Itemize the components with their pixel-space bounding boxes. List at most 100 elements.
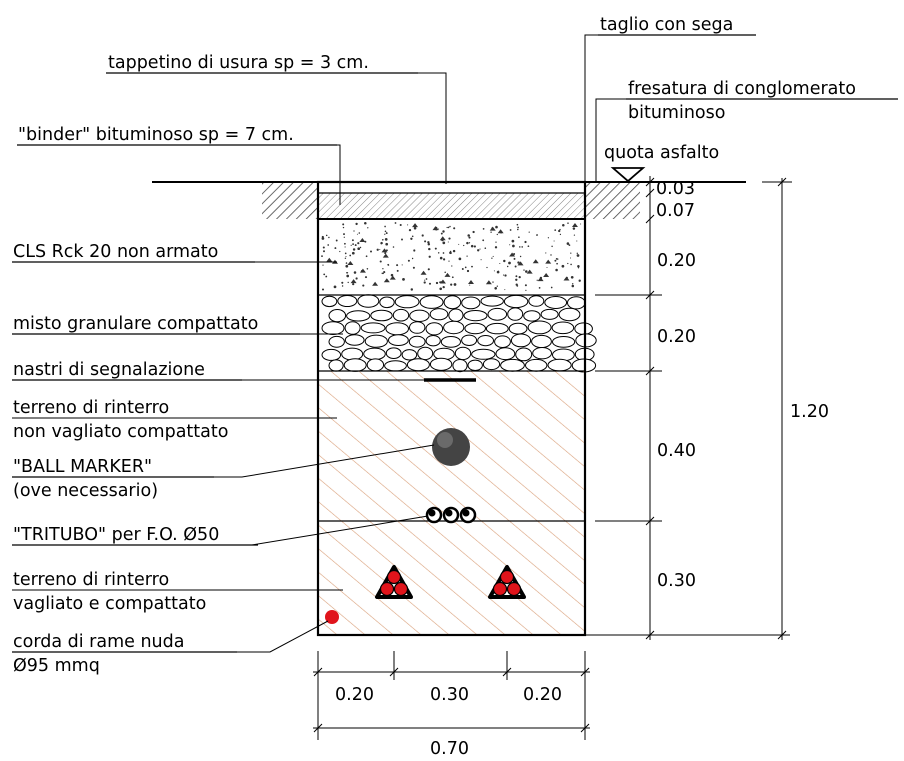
ball-marker-highlight	[437, 432, 453, 448]
cls-dot	[362, 284, 365, 287]
cls-dot	[496, 285, 498, 287]
cls-dot	[511, 239, 515, 243]
dim-1-20: 1.20	[790, 402, 829, 422]
cls-dot	[446, 226, 448, 229]
cable-bundle-left	[375, 565, 413, 599]
cls-dot	[401, 264, 403, 266]
dim-width-0-20-left: 0.20	[335, 685, 374, 705]
cls-aggregate	[350, 279, 357, 284]
cls-aggregate	[485, 280, 492, 285]
cls-dot	[342, 223, 345, 226]
cls-dot	[449, 225, 451, 228]
cobble	[461, 334, 478, 346]
cls-dot	[538, 287, 541, 289]
cls-dot	[468, 242, 471, 244]
cobble	[443, 320, 465, 335]
cobble	[409, 321, 426, 334]
cobble	[547, 358, 572, 372]
cobble	[508, 322, 528, 335]
cobble	[515, 347, 533, 362]
cls-dot	[399, 223, 402, 227]
cls-dot	[568, 244, 571, 246]
cls-dot	[450, 283, 453, 286]
cls-dot	[344, 242, 346, 245]
cls-dot	[384, 252, 387, 255]
label-taglio: taglio con sega	[600, 15, 733, 35]
cls-dot	[421, 234, 424, 237]
cls-dot	[576, 252, 579, 255]
cls-dot	[471, 265, 473, 268]
cls-dot	[322, 246, 325, 249]
cls-dot	[524, 240, 527, 244]
cobble	[567, 296, 586, 310]
cls-dot	[385, 242, 389, 246]
cls-dot	[451, 265, 453, 267]
cobble	[357, 294, 380, 308]
cls-dot	[499, 262, 501, 265]
cls-dot	[527, 245, 530, 248]
asphalt-left-hatch	[262, 183, 318, 219]
cobble	[552, 348, 575, 362]
cls-dot	[442, 252, 445, 254]
label-quota: quota asfalto	[604, 143, 719, 163]
cls-dot	[328, 236, 330, 239]
cls-dot	[492, 281, 494, 283]
cls-dot	[345, 256, 347, 258]
cls-dot	[381, 238, 384, 241]
cls-dot	[366, 268, 369, 270]
cls-dot	[364, 240, 367, 243]
cls-dot	[342, 226, 345, 229]
label-binder: "binder" bituminoso sp = 7 cm.	[18, 125, 294, 145]
ball-marker	[432, 428, 470, 466]
cls-dot	[321, 237, 325, 240]
cls-dot	[384, 233, 386, 235]
cls-dot	[519, 246, 521, 248]
cls-aggregate	[389, 275, 396, 280]
cobble	[531, 334, 552, 349]
cls-dot	[402, 278, 405, 281]
cls-dot	[515, 275, 518, 278]
cls-dot	[352, 243, 354, 245]
cobble	[551, 321, 575, 335]
cobble	[417, 346, 434, 361]
cobble	[370, 309, 393, 322]
cls-dot	[341, 285, 344, 287]
cls-dot	[335, 239, 338, 242]
cobble	[485, 322, 509, 335]
cls-dot	[351, 251, 355, 255]
cls-dot	[321, 288, 325, 291]
cls-dot	[357, 247, 361, 251]
cls-dot	[473, 245, 476, 248]
cls-dot	[412, 266, 415, 269]
cls-dot	[440, 232, 443, 235]
cls-dot	[356, 233, 358, 235]
cls-dot	[463, 244, 465, 247]
cls-dot	[466, 241, 469, 245]
cls-dot	[461, 268, 464, 270]
cobble	[482, 358, 501, 371]
cobble	[494, 335, 511, 349]
cls-stipple	[321, 221, 582, 291]
cls-dot	[578, 279, 581, 282]
cobble	[321, 348, 342, 361]
cls-aggregate	[420, 270, 427, 275]
label-corda-line1: corda di rame nuda	[13, 632, 184, 652]
cls-dot	[428, 282, 432, 285]
cobble	[527, 320, 552, 335]
cobble	[343, 358, 367, 372]
cls-dot	[536, 234, 538, 236]
cls-dot	[503, 259, 506, 263]
cls-aggregate	[545, 259, 552, 264]
cls-dot	[385, 232, 388, 235]
cobble	[328, 335, 345, 348]
cls-dot	[333, 285, 337, 289]
cls-dot	[553, 240, 555, 242]
cls-dot	[345, 262, 348, 264]
cls-dot	[517, 261, 520, 264]
cobble	[419, 295, 444, 309]
tritubo-marks	[428, 509, 470, 517]
cls-dot	[482, 239, 485, 242]
cobble	[346, 310, 371, 322]
cls-dot	[513, 257, 516, 260]
cls-dot	[347, 281, 349, 284]
